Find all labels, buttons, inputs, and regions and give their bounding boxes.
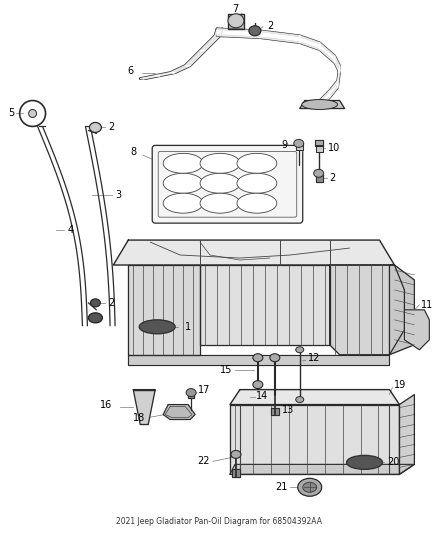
Polygon shape	[200, 265, 330, 345]
Text: 17: 17	[198, 385, 210, 394]
Text: 18: 18	[133, 413, 145, 423]
Polygon shape	[316, 175, 323, 182]
Polygon shape	[271, 408, 279, 415]
Ellipse shape	[249, 26, 261, 36]
Ellipse shape	[237, 173, 277, 193]
Polygon shape	[230, 405, 399, 474]
Polygon shape	[188, 393, 194, 398]
Text: 2: 2	[330, 173, 336, 183]
Ellipse shape	[186, 389, 196, 397]
Text: 2: 2	[108, 298, 115, 308]
Ellipse shape	[90, 299, 100, 307]
Text: 20: 20	[388, 457, 400, 467]
Polygon shape	[128, 355, 389, 365]
Ellipse shape	[163, 193, 203, 213]
Polygon shape	[228, 14, 244, 29]
Polygon shape	[200, 36, 220, 51]
Polygon shape	[113, 240, 395, 265]
Ellipse shape	[139, 320, 175, 334]
Text: 2: 2	[267, 21, 273, 31]
Polygon shape	[399, 394, 414, 474]
Polygon shape	[338, 66, 339, 87]
Text: 14: 14	[256, 391, 268, 401]
Polygon shape	[314, 140, 323, 147]
Ellipse shape	[200, 154, 240, 173]
Ellipse shape	[200, 193, 240, 213]
Polygon shape	[320, 91, 330, 108]
Ellipse shape	[231, 450, 241, 458]
Ellipse shape	[237, 154, 277, 173]
Ellipse shape	[303, 482, 317, 492]
Text: 15: 15	[219, 365, 232, 375]
Text: 2: 2	[108, 123, 115, 132]
Ellipse shape	[294, 140, 304, 148]
Polygon shape	[320, 43, 335, 63]
Text: 21: 21	[276, 482, 288, 492]
Polygon shape	[300, 36, 320, 50]
Ellipse shape	[163, 154, 203, 173]
Text: 10: 10	[328, 143, 340, 154]
Polygon shape	[140, 76, 160, 78]
Text: 5: 5	[9, 109, 15, 118]
Ellipse shape	[302, 100, 338, 109]
Text: 6: 6	[127, 66, 134, 76]
Polygon shape	[330, 265, 404, 355]
Polygon shape	[128, 265, 200, 355]
Ellipse shape	[163, 173, 203, 193]
Ellipse shape	[28, 109, 37, 117]
Text: 1: 1	[185, 322, 191, 332]
Text: 8: 8	[130, 147, 136, 157]
Polygon shape	[316, 146, 323, 152]
Polygon shape	[163, 405, 195, 419]
Polygon shape	[230, 390, 399, 405]
Text: 16: 16	[100, 400, 113, 409]
Text: 2021 Jeep Gladiator Pan-Oil Diagram for 68504392AA: 2021 Jeep Gladiator Pan-Oil Diagram for …	[116, 516, 322, 526]
Polygon shape	[185, 51, 205, 66]
Polygon shape	[300, 101, 345, 109]
Polygon shape	[170, 66, 190, 72]
FancyBboxPatch shape	[152, 146, 303, 223]
Ellipse shape	[296, 347, 304, 353]
Polygon shape	[215, 29, 222, 36]
Ellipse shape	[228, 14, 244, 28]
Text: 19: 19	[395, 379, 407, 390]
Ellipse shape	[253, 381, 263, 389]
Ellipse shape	[270, 354, 280, 362]
Text: 13: 13	[282, 405, 294, 415]
Ellipse shape	[253, 354, 263, 362]
Text: 4: 4	[67, 225, 74, 235]
Ellipse shape	[346, 455, 382, 470]
Ellipse shape	[237, 193, 277, 213]
Ellipse shape	[298, 478, 321, 496]
Ellipse shape	[89, 123, 101, 132]
Text: 3: 3	[115, 190, 121, 200]
Polygon shape	[133, 390, 155, 424]
Polygon shape	[230, 464, 414, 474]
Text: 22: 22	[198, 456, 210, 466]
Polygon shape	[389, 265, 414, 355]
Polygon shape	[404, 310, 429, 350]
Ellipse shape	[314, 169, 324, 177]
Ellipse shape	[296, 397, 304, 402]
Polygon shape	[260, 31, 300, 43]
Polygon shape	[155, 72, 175, 76]
Text: 9: 9	[282, 140, 288, 150]
Text: 11: 11	[421, 300, 434, 310]
Text: 7: 7	[232, 4, 238, 14]
Polygon shape	[330, 80, 338, 98]
Polygon shape	[296, 143, 303, 150]
Ellipse shape	[88, 313, 102, 323]
Polygon shape	[217, 29, 260, 38]
Polygon shape	[232, 470, 240, 478]
Ellipse shape	[200, 173, 240, 193]
Polygon shape	[335, 55, 339, 72]
Text: 12: 12	[308, 353, 320, 363]
